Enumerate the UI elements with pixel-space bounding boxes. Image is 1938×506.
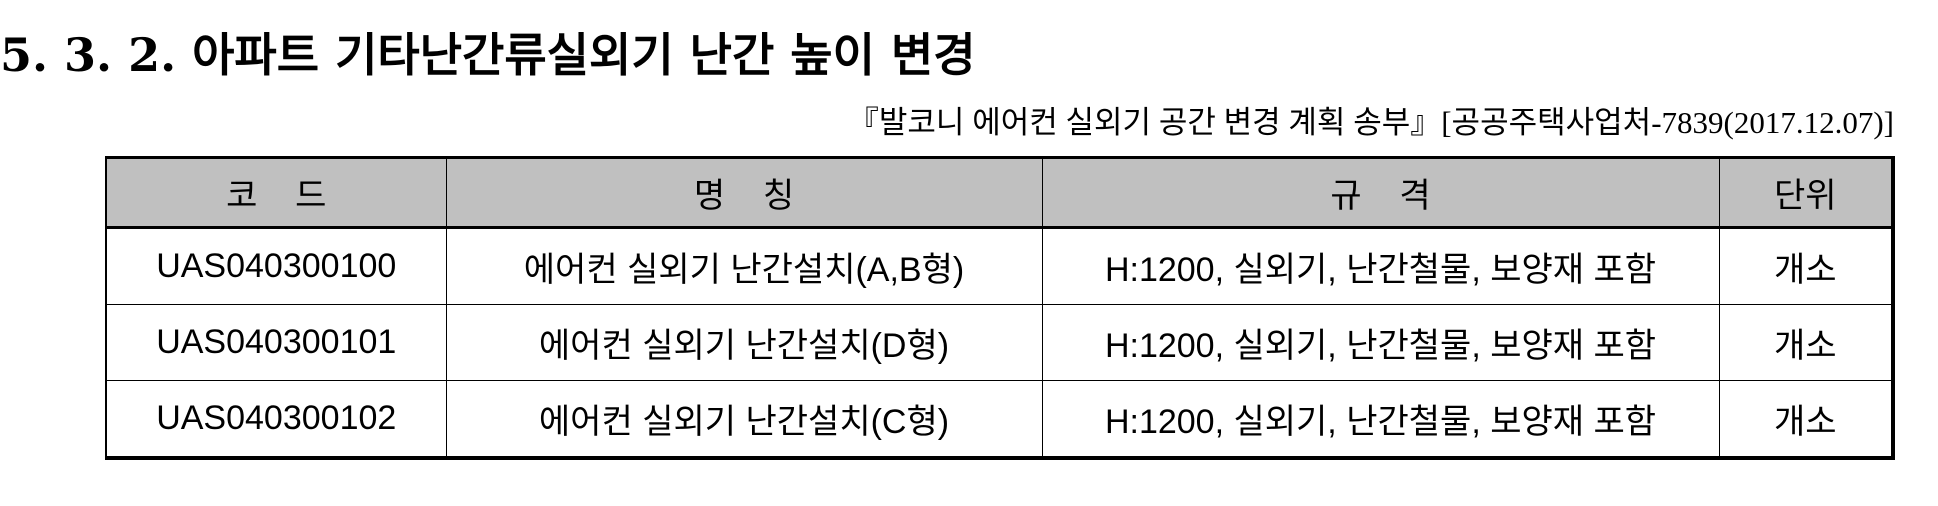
spec-table: 코 드 명 칭 규 격 단위 UAS040300100 에어컨 실외기 난간설치… — [105, 156, 1895, 460]
cell-code: UAS040300100 — [105, 227, 447, 305]
cell-unit: 개소 — [1718, 380, 1894, 459]
header-code: 코 드 — [105, 157, 447, 229]
table-row: UAS040300102 에어컨 실외기 난간설치(C형) H:1200, 실외… — [105, 380, 1894, 459]
section-heading: 5. 3. 2. 아파트 기타난간류실외기 난간 높이 변경 — [0, 28, 976, 82]
cell-name: 에어컨 실외기 난간설치(A,B형) — [445, 227, 1043, 305]
cell-code: UAS040300102 — [105, 380, 447, 459]
cell-name: 에어컨 실외기 난간설치(C형) — [445, 380, 1043, 459]
table-row: UAS040300101 에어컨 실외기 난간설치(D형) H:1200, 실외… — [105, 304, 1894, 381]
cell-spec: H:1200, 실외기, 난간철물, 보양재 포함 — [1041, 227, 1720, 305]
cell-unit: 개소 — [1718, 227, 1894, 305]
header-unit: 단위 — [1718, 157, 1894, 229]
cell-code: UAS040300101 — [105, 304, 447, 381]
header-name: 명 칭 — [445, 157, 1043, 229]
header-spec: 규 격 — [1041, 157, 1720, 229]
table-row: UAS040300100 에어컨 실외기 난간설치(A,B형) H:1200, … — [105, 227, 1894, 305]
table-body: UAS040300100 에어컨 실외기 난간설치(A,B형) H:1200, … — [105, 227, 1894, 459]
cell-name: 에어컨 실외기 난간설치(D형) — [445, 304, 1043, 381]
header-row: 코 드 명 칭 규 격 단위 — [105, 157, 1894, 229]
cell-unit: 개소 — [1718, 304, 1894, 381]
cell-spec: H:1200, 실외기, 난간철물, 보양재 포함 — [1041, 304, 1720, 381]
table-header: 코 드 명 칭 규 격 단위 — [105, 157, 1894, 229]
cell-spec: H:1200, 실외기, 난간철물, 보양재 포함 — [1041, 380, 1720, 459]
reference-note: 『발코니 에어컨 실외기 공간 변경 계획 송부』[공공주택사업처-7839(2… — [847, 105, 1894, 140]
